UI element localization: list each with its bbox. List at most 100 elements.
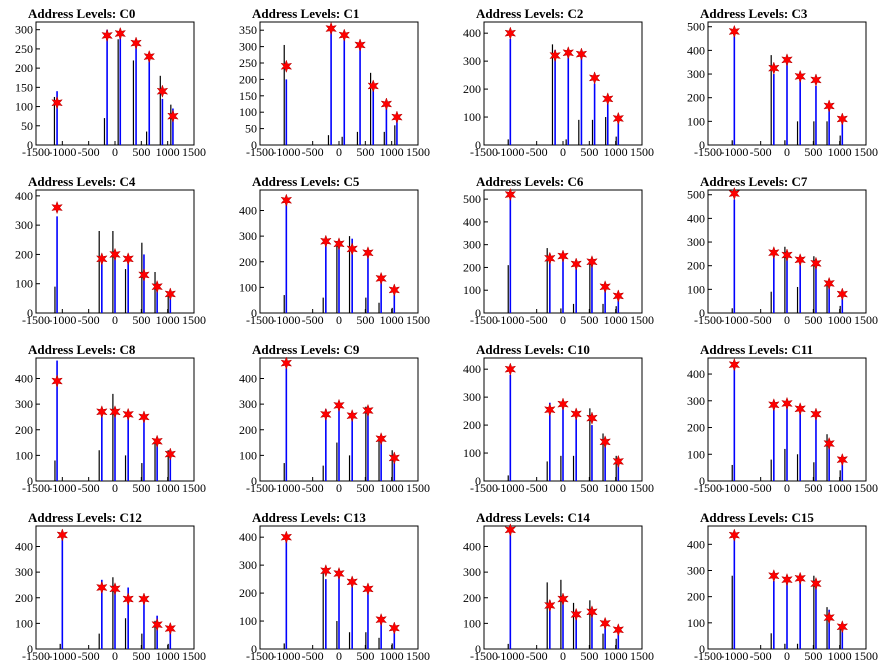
x-tick-label: 1500 xyxy=(630,481,654,495)
x-tick-label: 0 xyxy=(560,145,566,159)
x-tick-label: 1000 xyxy=(604,145,628,159)
y-tick-label: 400 xyxy=(463,362,481,376)
star-marker xyxy=(588,71,601,85)
star-marker xyxy=(280,530,293,544)
y-tick-label: 100 xyxy=(463,283,481,297)
x-tick-label: 1000 xyxy=(156,145,180,159)
star-marker xyxy=(346,408,359,423)
y-tick-label: 100 xyxy=(15,616,33,630)
y-tick-label: 100 xyxy=(15,100,33,114)
y-tick-label: 200 xyxy=(239,255,257,269)
star-marker xyxy=(562,45,575,60)
star-marker xyxy=(836,287,849,301)
x-tick-label: 1000 xyxy=(380,649,404,663)
star-marker xyxy=(810,407,822,421)
star-marker xyxy=(319,563,332,578)
y-tick-label: 50 xyxy=(21,119,33,133)
y-tick-label: 0 xyxy=(27,138,33,152)
star-marker xyxy=(388,621,401,635)
star-marker xyxy=(810,73,822,87)
chart-title: Address Levels: C13 xyxy=(252,510,366,525)
x-tick-label: 0 xyxy=(112,649,118,663)
y-tick-label: 100 xyxy=(687,616,705,630)
y-tick-label: 100 xyxy=(15,277,33,291)
star-marker xyxy=(549,48,561,63)
star-marker xyxy=(543,598,556,613)
star-marker xyxy=(362,246,374,260)
x-tick-label: 500 xyxy=(132,481,150,495)
star-marker xyxy=(164,447,177,461)
y-tick-label: 300 xyxy=(15,218,33,232)
y-tick-label: 200 xyxy=(15,247,33,261)
y-tick-label: 100 xyxy=(15,448,33,462)
star-marker xyxy=(280,193,293,208)
y-tick-label: 300 xyxy=(15,565,33,579)
y-tick-label: 300 xyxy=(239,558,257,572)
star-marker xyxy=(167,109,179,123)
star-marker xyxy=(143,49,156,64)
y-tick-label: 500 xyxy=(687,188,705,202)
x-tick-label: 500 xyxy=(132,649,150,663)
x-tick-label: 1000 xyxy=(156,313,180,327)
star-marker xyxy=(388,451,401,465)
chart-panel: Address Levels: C12 0 100 200 300 400 -1500 -10… xyxy=(0,504,224,672)
y-tick-label: 300 xyxy=(463,238,481,252)
star-marker xyxy=(362,403,374,418)
x-tick-label: 1000 xyxy=(156,481,180,495)
x-tick-label: 1500 xyxy=(854,145,878,159)
x-tick-label: -500 xyxy=(78,313,100,327)
x-tick-label: -1500 xyxy=(22,649,50,663)
y-tick-label: 200 xyxy=(463,591,481,605)
x-tick-label: 1500 xyxy=(406,649,430,663)
chart-svg: Address Levels: C5 0 100 200 300 400 -1500-100… xyxy=(239,174,430,327)
star-marker xyxy=(122,592,135,606)
star-marker xyxy=(319,234,332,249)
star-marker xyxy=(728,24,741,39)
star-marker xyxy=(823,276,835,291)
y-tick-label: 200 xyxy=(687,259,705,273)
y-tick-label: 250 xyxy=(239,56,257,70)
x-tick-label: 0 xyxy=(112,481,118,495)
chart-title: Address Levels: C9 xyxy=(252,342,360,357)
chart-panel: Address Levels: C0 0 50 100 150 200 250 300 -150… xyxy=(0,0,224,168)
star-marker xyxy=(504,362,517,376)
star-marker xyxy=(375,612,387,627)
star-marker xyxy=(794,571,807,586)
x-tick-label: -1500 xyxy=(470,481,498,495)
y-tick-label: 0 xyxy=(475,306,481,320)
x-tick-label: -1000 xyxy=(496,145,524,159)
y-tick-label: 400 xyxy=(687,43,705,57)
star-marker xyxy=(570,407,583,421)
star-marker xyxy=(823,610,835,625)
chart-panel: Address Levels: C7 0 100 200 300 400 500 -1500-… xyxy=(672,168,896,336)
x-tick-label: 500 xyxy=(580,649,598,663)
y-tick-label: 200 xyxy=(239,586,257,600)
chart-title: Address Levels: C15 xyxy=(700,510,814,525)
x-tick-label: 1000 xyxy=(380,481,404,495)
x-tick-label: -1500 xyxy=(22,481,50,495)
star-marker xyxy=(504,26,517,40)
x-tick-label: -500 xyxy=(526,313,548,327)
x-tick-label: 1500 xyxy=(182,145,206,159)
star-marker xyxy=(122,252,135,266)
chart-panel: Address Levels: C2 0 100 200 300 400 -1500 -100… xyxy=(448,0,672,168)
star-marker xyxy=(557,249,569,263)
x-tick-label: -1000 xyxy=(720,481,748,495)
x-tick-label: 1500 xyxy=(630,145,654,159)
chart-panel: Address Levels: C10 0 100 200 300 400 -1500 -10… xyxy=(448,336,672,504)
star-marker xyxy=(794,402,807,416)
chart-svg: Address Levels: C12 0 100 200 300 400 -1500-10… xyxy=(15,510,206,663)
star-marker xyxy=(557,397,569,411)
x-tick-label: 500 xyxy=(356,649,374,663)
x-tick-label: -1000 xyxy=(48,481,76,495)
chart-svg: Address Levels: C30100200300400500-1500-… xyxy=(687,6,878,159)
y-tick-label: 0 xyxy=(475,474,481,488)
x-tick-label: -500 xyxy=(750,313,772,327)
chart-svg: Address Levels: C0 0 50 100 150 200 250 300 -150… xyxy=(15,6,206,159)
x-tick-label: 500 xyxy=(132,145,150,159)
x-tick-label: 500 xyxy=(356,145,374,159)
y-tick-label: 100 xyxy=(239,105,257,119)
chart-title: Address Levels: C7 xyxy=(700,174,808,189)
y-tick-label: 300 xyxy=(239,397,257,411)
